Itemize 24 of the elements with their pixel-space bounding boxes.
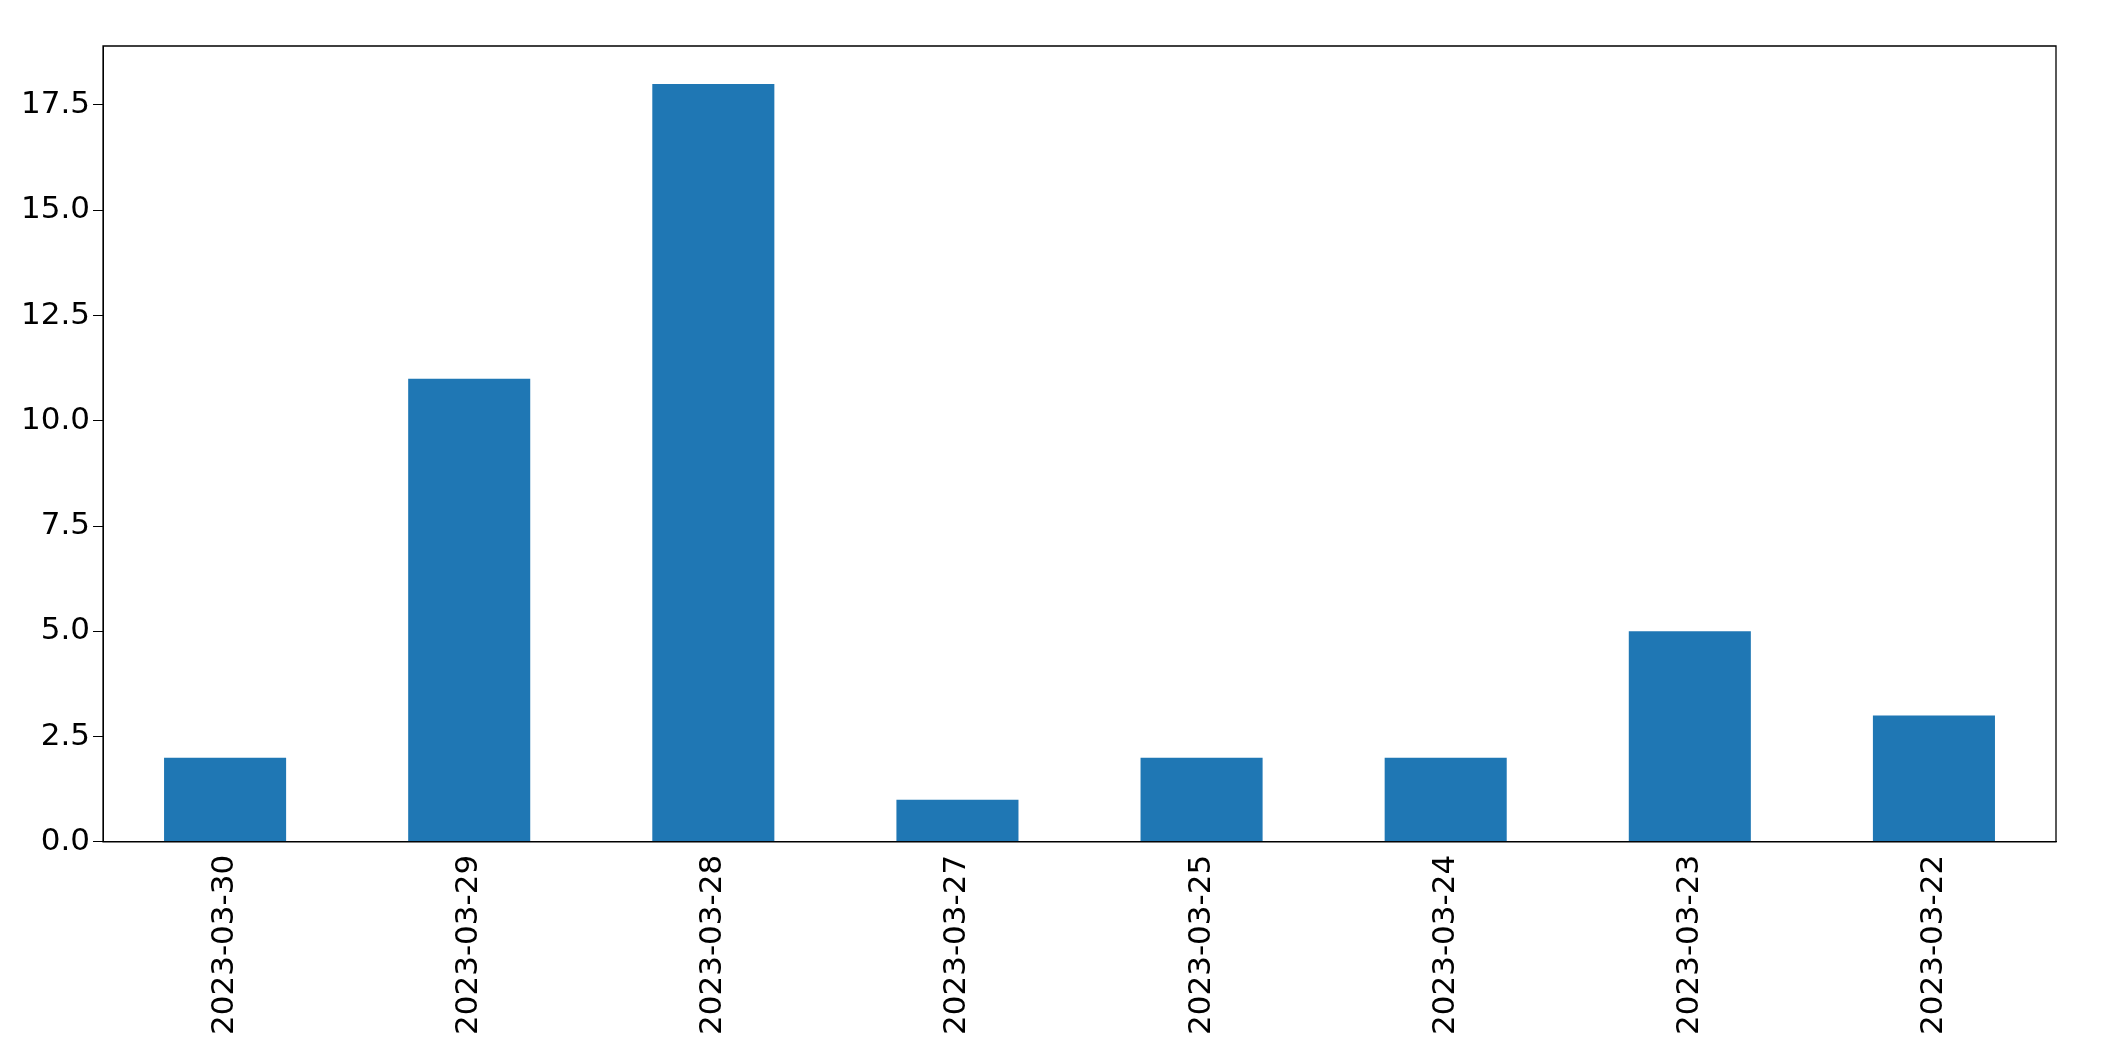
- x-tick-label: 2023-03-29: [448, 854, 485, 1036]
- y-tick-label: 0.0: [40, 820, 91, 857]
- x-tick-label: 2023-03-25: [1180, 854, 1217, 1036]
- y-tick-label: 15.0: [20, 189, 91, 226]
- bar: [1628, 631, 1751, 842]
- y-tick-label: 10.0: [20, 399, 91, 436]
- y-tick-label: 7.5: [40, 505, 91, 542]
- bar: [1872, 715, 1995, 842]
- x-tick-label: 2023-03-23: [1668, 854, 1705, 1036]
- bar: [1384, 757, 1507, 842]
- y-tick-label: 12.5: [20, 294, 91, 331]
- x-tick-label: 2023-03-27: [936, 854, 973, 1036]
- bar: [164, 757, 287, 842]
- bar: [1140, 757, 1263, 842]
- bar: [896, 799, 1019, 842]
- x-tick-label: 2023-03-28: [692, 854, 729, 1036]
- x-tick-label: 2023-03-22: [1912, 854, 1949, 1036]
- y-tick-label: 17.5: [20, 84, 91, 120]
- x-tick-label: 2023-03-24: [1424, 854, 1461, 1036]
- x-tick-label: 2023-03-30: [204, 854, 241, 1036]
- y-tick-label: 2.5: [40, 715, 91, 752]
- bar: [652, 83, 775, 842]
- y-tick-label: 5.0: [40, 610, 91, 647]
- bar: [408, 378, 531, 842]
